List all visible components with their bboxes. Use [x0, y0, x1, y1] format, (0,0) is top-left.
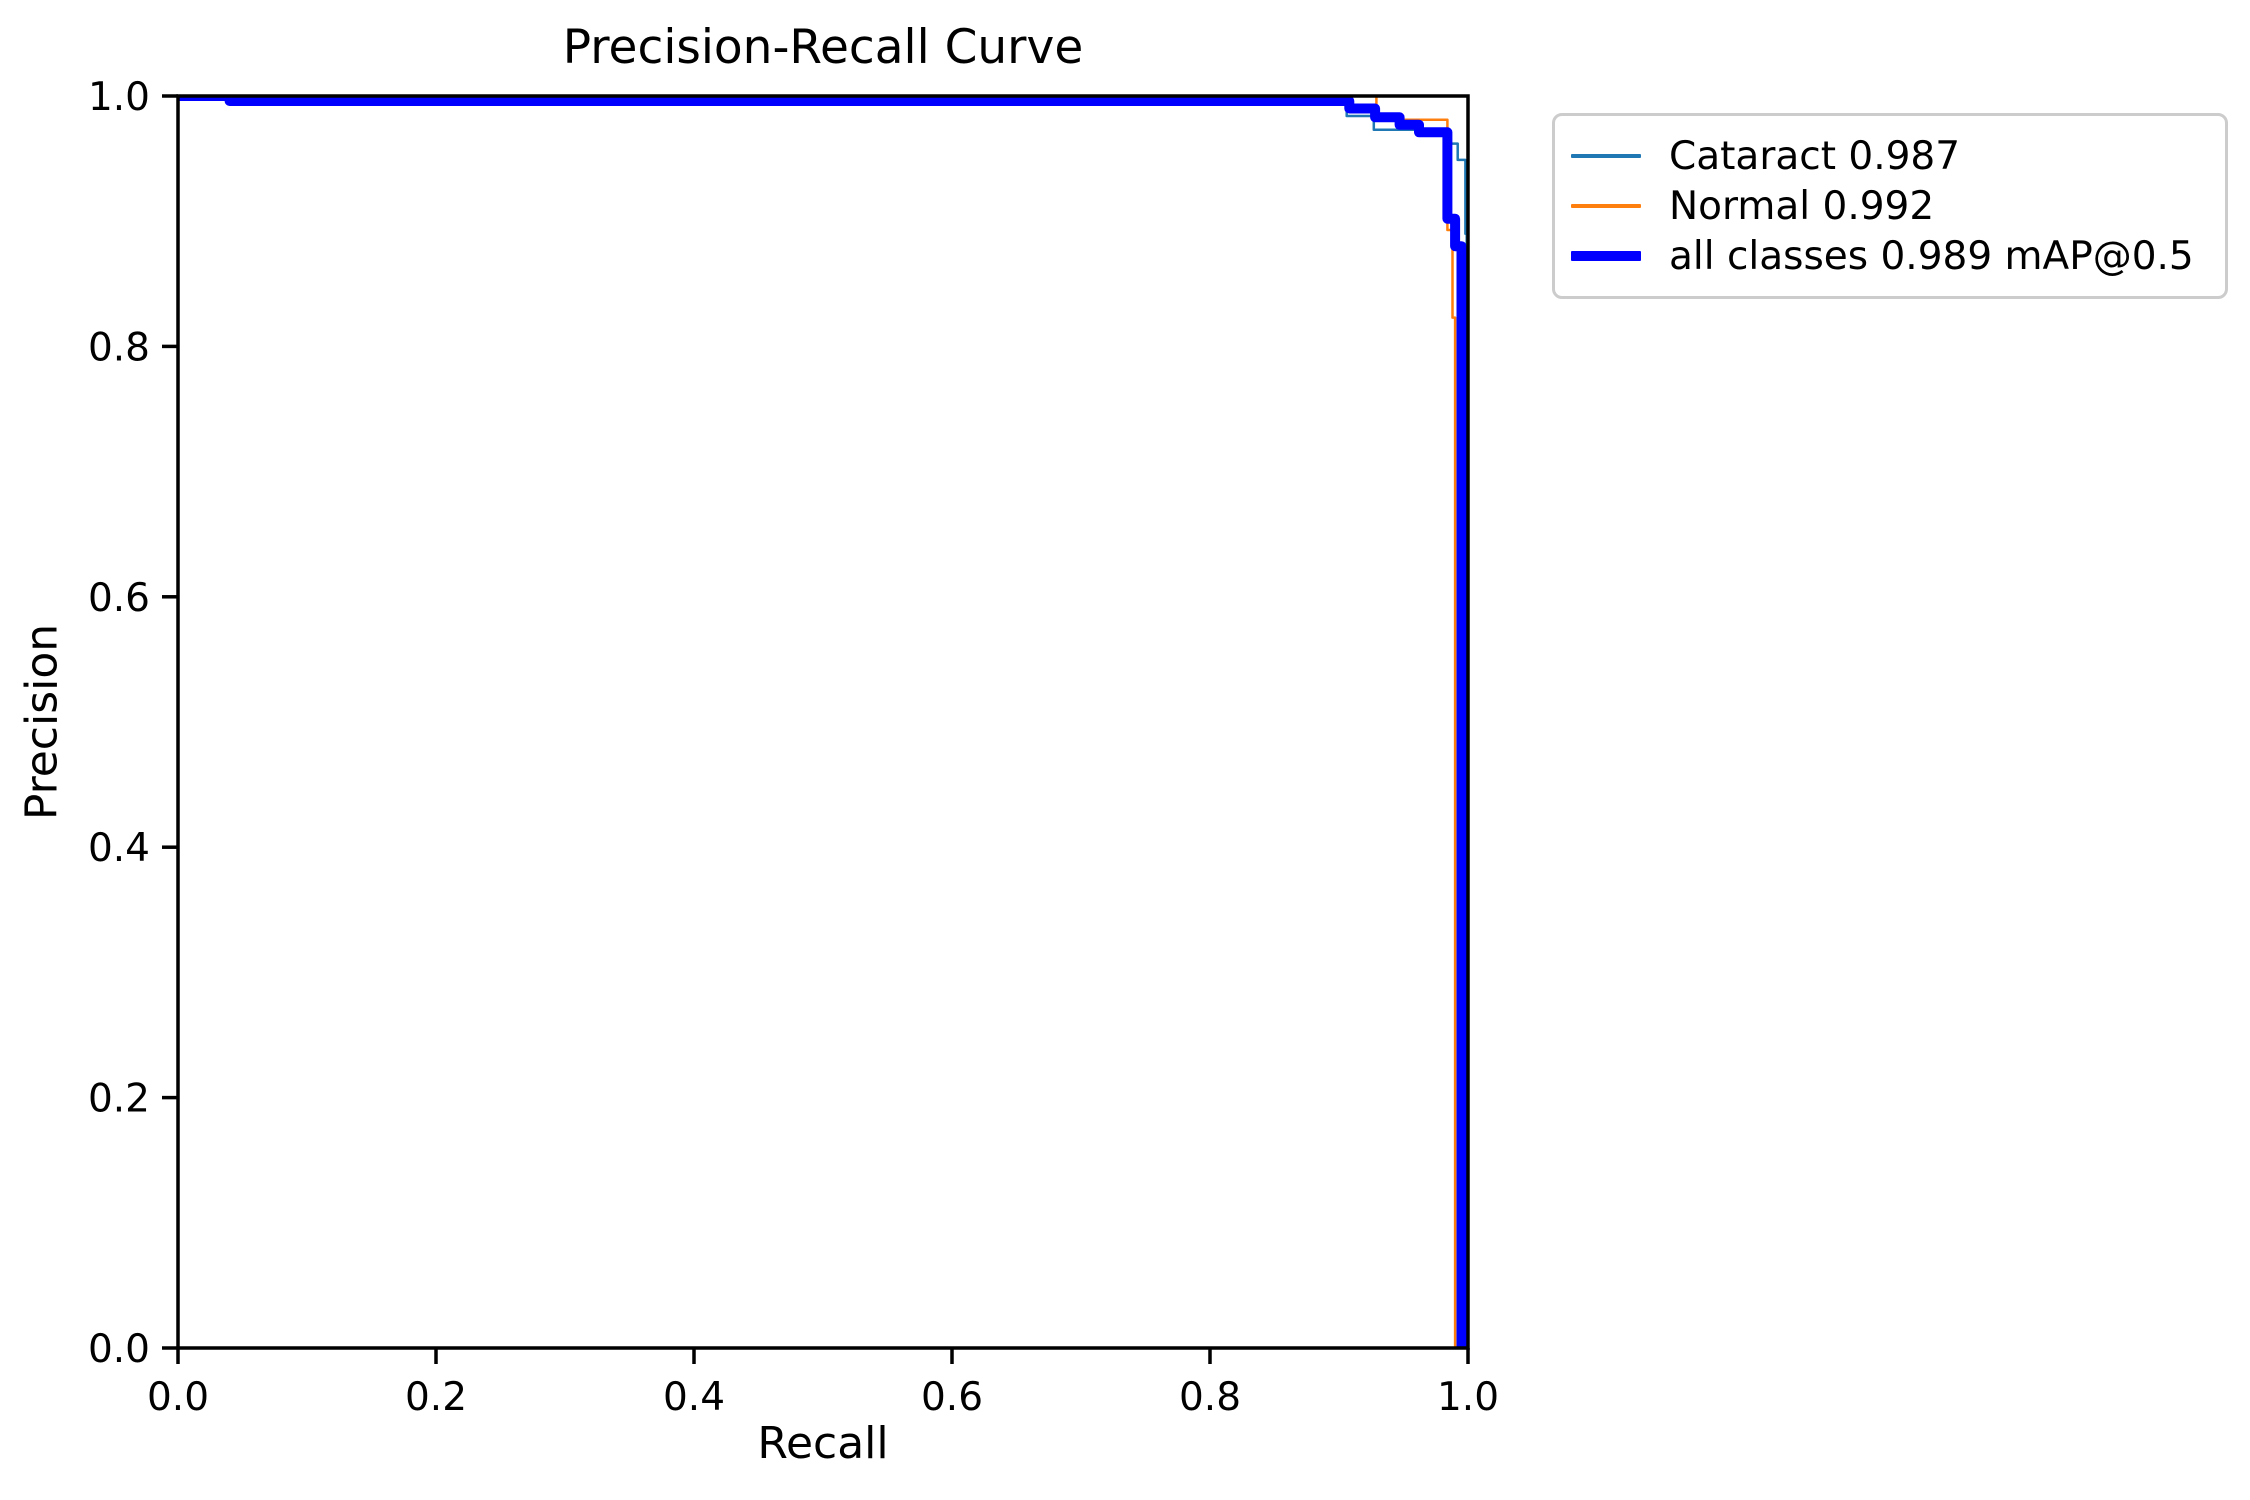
y-tick-label: 0.4 [88, 826, 150, 871]
curve-all-classes [178, 96, 1467, 1348]
legend-label: Cataract 0.987 [1669, 133, 1961, 179]
x-tick-label: 0.8 [1179, 1375, 1241, 1420]
legend-line-swatch [1571, 251, 1641, 261]
y-tick-label: 0.8 [88, 325, 150, 370]
legend-item: Normal 0.992 [1555, 181, 2225, 231]
chart-title: Precision-Recall Curve [562, 20, 1084, 75]
curve-cataract [178, 96, 1468, 1348]
x-tick-label: 0.2 [405, 1375, 467, 1420]
legend: Cataract 0.987 Normal 0.992 all classes 0.… [1552, 113, 2228, 299]
y-tick-label: 0.6 [88, 576, 150, 621]
curve-normal [178, 96, 1457, 1348]
x-axis-label: Recall [757, 1418, 889, 1469]
axes-spines [176, 94, 1470, 1350]
x-tick-label: 1.0 [1437, 1375, 1499, 1420]
y-tick-label: 1.0 [88, 75, 150, 120]
legend-line-swatch [1571, 154, 1641, 158]
legend-label: Normal 0.992 [1669, 183, 1935, 229]
legend-line-swatch [1571, 204, 1641, 208]
legend-label: all classes 0.989 mAP@0.5 [1669, 233, 2194, 279]
legend-item: Cataract 0.987 [1555, 131, 2225, 181]
x-tick-label: 0.4 [663, 1375, 725, 1420]
x-tick-label: 0.6 [921, 1375, 983, 1420]
x-tick-label: 0.0 [147, 1375, 209, 1420]
y-tick-label: 0.2 [88, 1077, 150, 1122]
legend-item: all classes 0.989 mAP@0.5 [1555, 231, 2225, 281]
y-tick-label: 0.0 [88, 1327, 150, 1372]
